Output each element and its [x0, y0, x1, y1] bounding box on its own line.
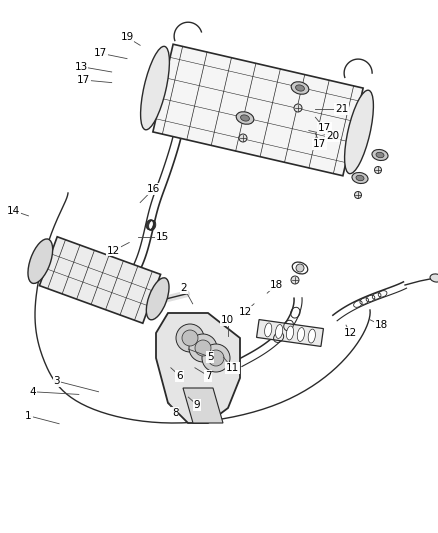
Text: 17: 17	[313, 139, 326, 149]
Polygon shape	[153, 44, 363, 176]
Text: 5: 5	[207, 352, 214, 362]
Text: 7: 7	[205, 371, 212, 381]
Text: 10: 10	[221, 315, 234, 325]
Text: 18: 18	[269, 280, 283, 290]
Ellipse shape	[146, 278, 169, 320]
Circle shape	[239, 134, 247, 142]
Text: 1: 1	[25, 411, 32, 421]
Ellipse shape	[372, 149, 388, 160]
Text: 16: 16	[147, 184, 160, 194]
Ellipse shape	[28, 239, 53, 284]
Text: 17: 17	[94, 49, 107, 58]
Circle shape	[195, 340, 211, 356]
Ellipse shape	[265, 323, 272, 337]
Ellipse shape	[430, 274, 438, 282]
Text: 19: 19	[120, 33, 134, 42]
Text: 14: 14	[7, 206, 20, 215]
Text: 11: 11	[226, 363, 239, 373]
Circle shape	[291, 276, 299, 284]
Polygon shape	[257, 320, 323, 346]
Ellipse shape	[352, 173, 368, 183]
Text: 6: 6	[176, 371, 183, 381]
Polygon shape	[183, 388, 223, 423]
Text: 12: 12	[107, 246, 120, 255]
Text: 17: 17	[77, 75, 90, 85]
Circle shape	[294, 104, 302, 112]
Circle shape	[296, 264, 304, 272]
Text: 12: 12	[239, 307, 252, 317]
Ellipse shape	[141, 46, 170, 130]
Ellipse shape	[308, 329, 315, 343]
Ellipse shape	[236, 112, 254, 124]
Circle shape	[189, 334, 217, 362]
Circle shape	[208, 350, 224, 366]
Ellipse shape	[286, 326, 293, 340]
Text: 9: 9	[194, 400, 201, 410]
Text: 21: 21	[335, 104, 348, 114]
Circle shape	[374, 166, 381, 174]
Text: 8: 8	[172, 408, 179, 418]
Text: 20: 20	[326, 131, 339, 141]
Text: 4: 4	[29, 387, 36, 397]
Ellipse shape	[240, 115, 249, 121]
Ellipse shape	[291, 82, 309, 94]
Circle shape	[354, 191, 361, 198]
Text: 15: 15	[155, 232, 169, 242]
Text: 12: 12	[344, 328, 357, 338]
Text: 18: 18	[374, 320, 388, 330]
Text: 3: 3	[53, 376, 60, 386]
Ellipse shape	[376, 152, 384, 158]
Ellipse shape	[296, 85, 304, 91]
Text: 13: 13	[74, 62, 88, 71]
Ellipse shape	[345, 90, 374, 174]
Ellipse shape	[356, 175, 364, 181]
Ellipse shape	[297, 328, 304, 342]
Polygon shape	[156, 313, 240, 423]
Ellipse shape	[276, 325, 283, 338]
Circle shape	[182, 330, 198, 346]
Text: 2: 2	[180, 283, 187, 293]
Polygon shape	[39, 237, 161, 323]
Circle shape	[176, 324, 204, 352]
Circle shape	[202, 344, 230, 372]
Text: 17: 17	[318, 123, 331, 133]
